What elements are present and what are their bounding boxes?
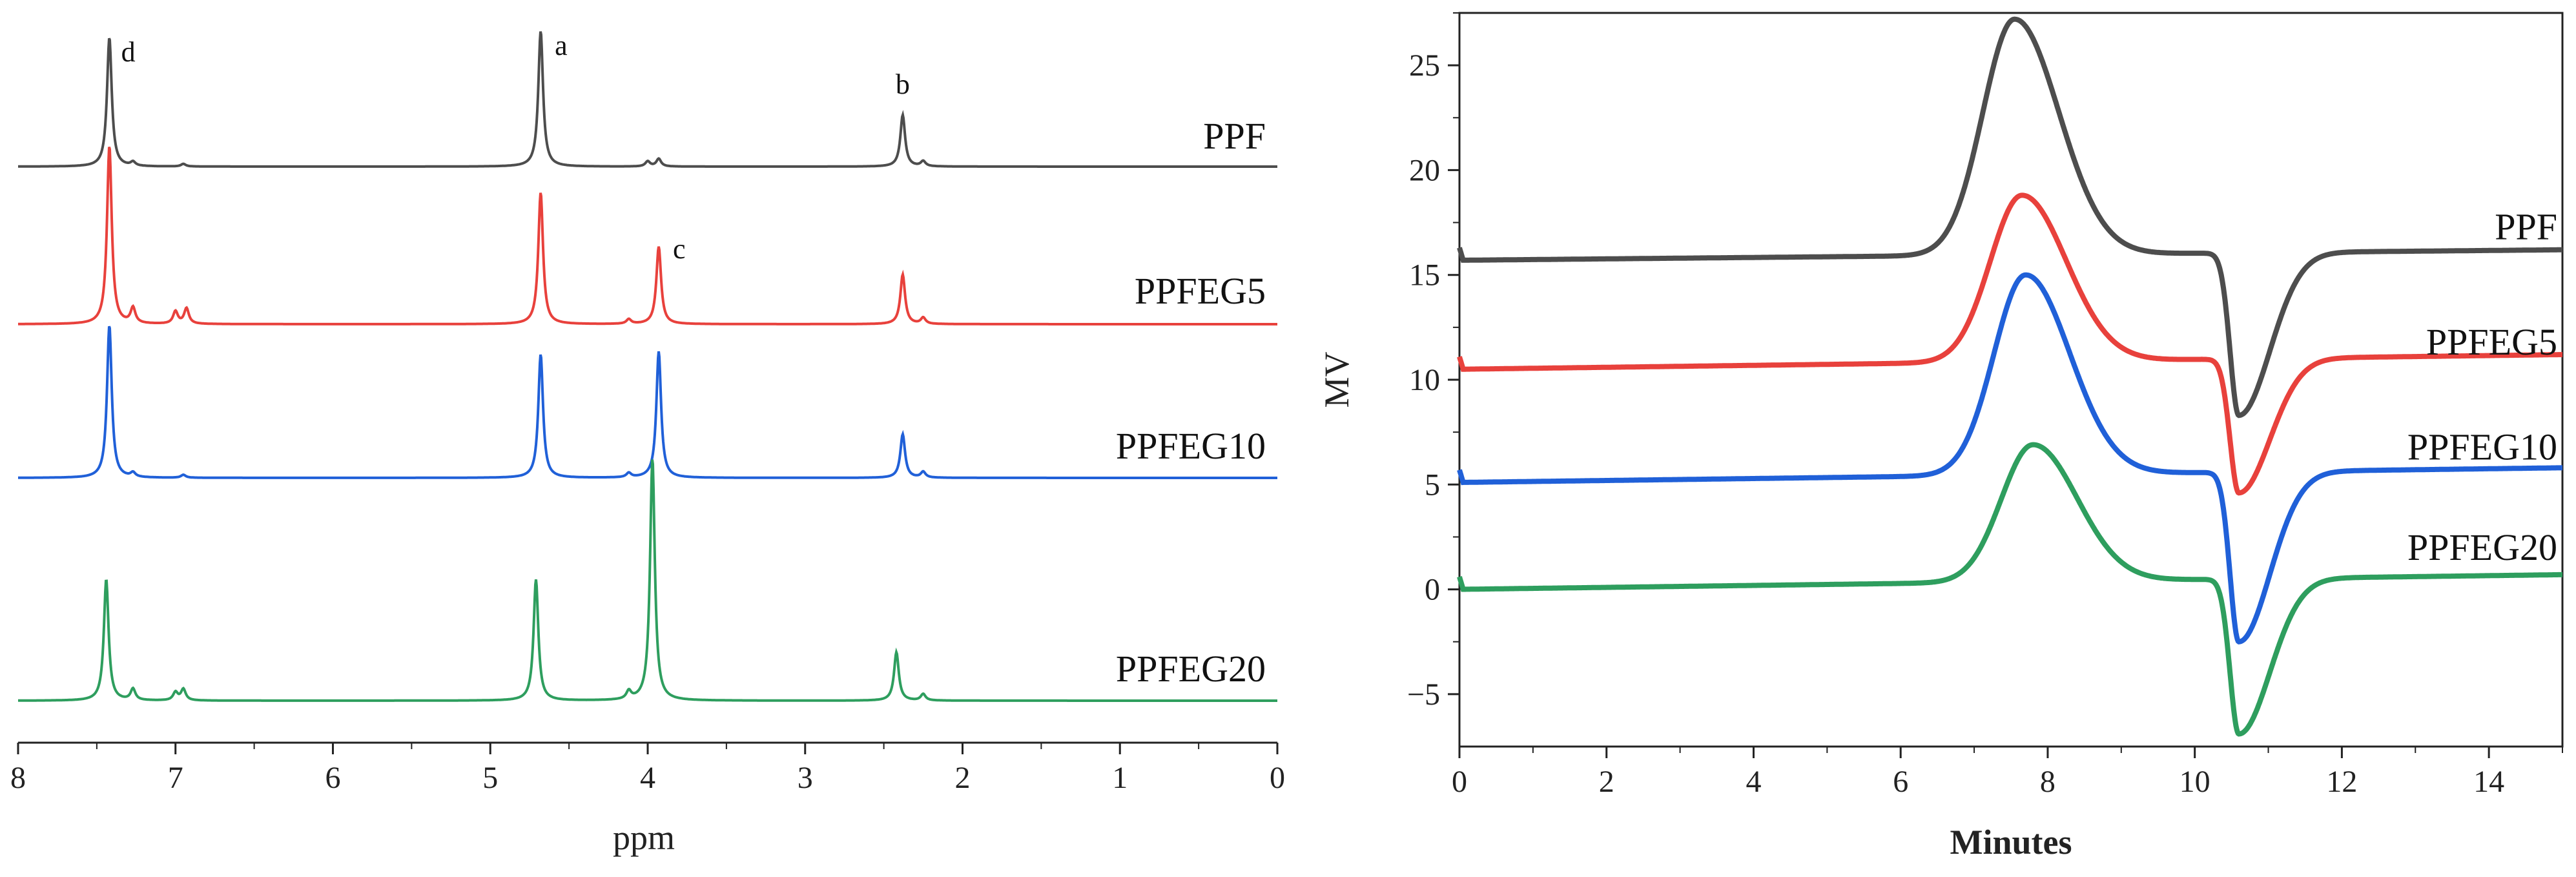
gpc-y-tick-label: 10 xyxy=(1409,363,1440,397)
gpc-trace-ppfeg10 xyxy=(1457,272,2562,645)
nmr-label-ppfeg20: PPFEG20 xyxy=(1116,648,1266,690)
nmr-trace-ppfeg5 xyxy=(18,147,1277,325)
gpc-label-ppf: PPF xyxy=(2495,206,2557,248)
nmr-label-ppfeg10: PPFEG10 xyxy=(1116,425,1266,467)
nmr-series-labels: PPF PPFEG5 PPFEG10 PPFEG20 xyxy=(1116,115,1266,690)
nmr-peak-label-a: a xyxy=(555,30,568,61)
gpc-label-ppfeg20: PPFEG20 xyxy=(2407,526,2557,568)
nmr-x-tick-label: 2 xyxy=(955,761,971,795)
gpc-trace-ppf xyxy=(1457,16,2562,418)
nmr-trace-ppf xyxy=(18,31,1277,168)
nmr-x-axis xyxy=(17,741,1279,754)
nmr-x-tick-label: 0 xyxy=(1270,761,1285,795)
nmr-peak-annotations: d a b c xyxy=(121,30,910,265)
nmr-x-tick-label: 3 xyxy=(798,761,813,795)
nmr-x-tick-label: 8 xyxy=(10,761,26,795)
nmr-x-axis-title: ppm xyxy=(613,818,675,857)
gpc-x-tick-label: 10 xyxy=(2179,765,2210,799)
nmr-peak-label-d: d xyxy=(121,36,136,68)
gpc-x-tick-label: 6 xyxy=(1893,765,1908,799)
gpc-x-tick-label: 4 xyxy=(1746,765,1761,799)
nmr-x-tick-label: 1 xyxy=(1112,761,1128,795)
gpc-plot-frame xyxy=(1458,12,2564,748)
gpc-traces xyxy=(1457,16,2562,737)
gpc-x-axis: 0 2 4 6 8 10 12 14 xyxy=(1452,747,2563,799)
gpc-y-tick-label: −5 xyxy=(1407,677,1440,712)
gpc-label-ppfeg5: PPFEG5 xyxy=(2426,321,2557,363)
nmr-trace-ppfeg10 xyxy=(18,325,1277,479)
gpc-y-tick-label: 15 xyxy=(1409,258,1440,293)
nmr-peak-label-b: b xyxy=(896,68,910,100)
gpc-x-tick-label: 8 xyxy=(2040,765,2056,799)
nmr-traces xyxy=(18,31,1277,702)
gpc-x-tick-label: 0 xyxy=(1452,765,1467,799)
gpc-trace-ppfeg5 xyxy=(1457,192,2562,496)
nmr-x-tick-labels: 8 7 6 5 4 3 2 1 0 xyxy=(10,761,1285,795)
nmr-label-ppfeg5: PPFEG5 xyxy=(1135,270,1266,312)
gpc-label-ppfeg10: PPFEG10 xyxy=(2407,426,2557,468)
gpc-y-axis: −5 0 5 10 15 20 25 xyxy=(1407,12,1459,712)
gpc-y-tick-label: 20 xyxy=(1409,153,1440,187)
gpc-y-tick-label: 0 xyxy=(1425,573,1440,607)
nmr-x-tick-label: 6 xyxy=(325,761,341,795)
nmr-label-ppf: PPF xyxy=(1203,115,1266,157)
nmr-x-tick-label: 5 xyxy=(482,761,498,795)
gpc-trace-ppfeg20 xyxy=(1457,442,2562,737)
gpc-y-tick-label: 5 xyxy=(1425,468,1440,502)
gpc-y-tick-label: 25 xyxy=(1409,48,1440,83)
gpc-x-tick-label: 12 xyxy=(2326,765,2357,799)
nmr-chart: 8 7 6 5 4 3 2 1 0 ppm PPF PPFEG5 PPFEG10 PPFEG20 d a… xyxy=(10,30,1285,857)
gpc-series-labels: PPF PPFEG5 PPFEG10 PPFEG20 xyxy=(2407,206,2557,569)
nmr-peak-label-c: c xyxy=(673,233,686,265)
gpc-y-axis-title: MV xyxy=(1317,351,1356,408)
nmr-trace-ppfeg20 xyxy=(18,459,1277,702)
nmr-x-tick-label: 7 xyxy=(168,761,183,795)
gpc-x-axis-title: Minutes xyxy=(1950,823,2072,862)
gpc-x-tick-label: 14 xyxy=(2473,765,2504,799)
gpc-x-tick-label: 2 xyxy=(1599,765,1614,799)
nmr-x-tick-label: 4 xyxy=(640,761,655,795)
